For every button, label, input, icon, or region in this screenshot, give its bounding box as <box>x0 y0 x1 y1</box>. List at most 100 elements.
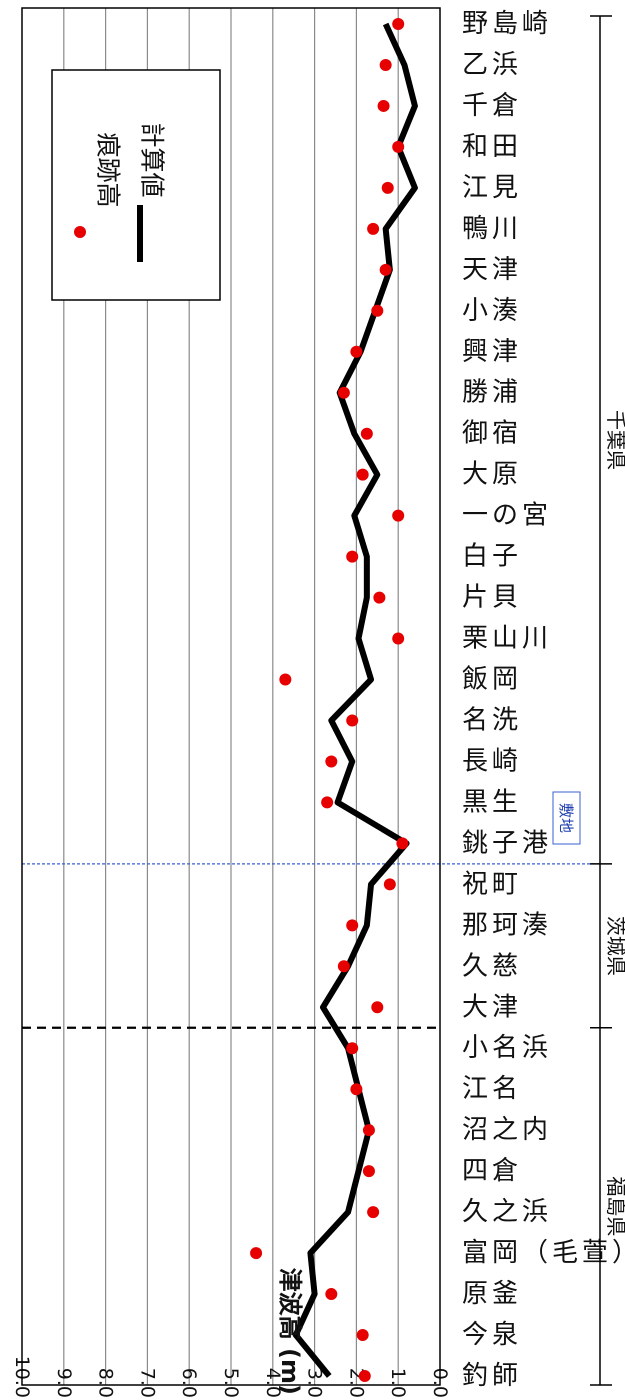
category-glyph: 内 <box>522 1115 548 1145</box>
legend: 痕跡高 計算値 <box>51 69 221 301</box>
category-label: 乙浜 <box>462 50 518 80</box>
category-glyph: 崎 <box>492 746 518 776</box>
category-glyph: 天 <box>462 255 488 285</box>
category-label: 勝浦 <box>462 378 518 408</box>
trace-point <box>279 673 292 686</box>
prefecture-text: 千葉県 <box>604 410 625 470</box>
trace-point <box>337 386 350 399</box>
boundary-lines <box>22 15 612 1386</box>
category-label: 大津 <box>462 992 518 1022</box>
category-glyph: 崎 <box>522 9 548 39</box>
category-label: 白子 <box>462 542 518 572</box>
category-label: 名洗 <box>462 705 518 735</box>
category-glyph: （ <box>522 1238 548 1268</box>
y-tick: 8.0 <box>95 1368 117 1398</box>
category-glyph: 慈 <box>492 951 518 981</box>
category-label: 江見 <box>462 173 518 203</box>
category-glyph: 生 <box>492 787 518 817</box>
y-tick: 7.0 <box>136 1368 158 1398</box>
trace-point <box>392 509 405 522</box>
category-label: 一の宮 <box>462 501 548 531</box>
category-glyph: 大 <box>462 992 488 1022</box>
category-glyph: 釜 <box>492 1279 518 1309</box>
category-label: 片貝 <box>462 583 518 613</box>
category-glyph: 釣 <box>462 1361 488 1391</box>
legend-label-calc: 計算値 <box>138 122 167 197</box>
category-glyph: 津 <box>492 337 518 367</box>
trace-point <box>325 755 338 768</box>
y-tick: 1.0 <box>387 1368 409 1398</box>
category-label: 鴨川 <box>462 214 518 244</box>
category-glyph: 富 <box>462 1238 488 1268</box>
category-glyph: 湊 <box>492 296 518 326</box>
site-annotation-box <box>552 791 581 845</box>
category-label: 江名 <box>462 1074 518 1104</box>
y-tick-label: 5.0 <box>220 1368 242 1398</box>
category-glyph: 名 <box>492 1074 518 1104</box>
y-tick: 6.0 <box>178 1368 200 1398</box>
category-label: 天津 <box>462 255 518 285</box>
category-label: 御宿 <box>462 419 518 449</box>
category-glyph: 江 <box>462 173 488 203</box>
category-glyph: 浜 <box>522 1197 548 1227</box>
legend-marker-swatch <box>74 226 86 238</box>
y-tick: 3.0 <box>304 1368 326 1398</box>
trace-point <box>346 919 359 932</box>
category-glyph: 四 <box>462 1156 488 1186</box>
category-label: 釣師 <box>462 1361 518 1391</box>
category-glyph: 貝 <box>492 583 518 613</box>
category-glyph: 久 <box>462 1197 488 1227</box>
category-glyph: 津 <box>492 255 518 285</box>
category-labels: 釣師今泉原釜富岡（毛萱）久之浜四倉沼之内江名小名浜大津久慈那珂湊祝町銚子港黒生長… <box>462 9 625 1391</box>
category-glyph: 浜 <box>522 1033 548 1063</box>
trace-point <box>350 345 363 358</box>
category-glyph: 師 <box>492 1361 518 1391</box>
category-glyph: 之 <box>492 1115 518 1145</box>
category-glyph: 宮 <box>522 501 548 531</box>
category-glyph: の <box>492 501 518 531</box>
y-axis-title: 津波高 (m) <box>276 1268 304 1395</box>
site-annotation-label: 敷地 <box>557 803 575 833</box>
category-label: 沼之内 <box>462 1115 548 1145</box>
category-glyph: 鴨 <box>462 214 488 244</box>
trace-point <box>371 304 384 317</box>
category-glyph: 毛 <box>552 1238 578 1268</box>
category-label: 富岡（毛萱） <box>462 1238 625 1268</box>
prefecture-text: 福島県 <box>604 1176 625 1236</box>
calculated-series-line <box>292 22 418 1378</box>
y-tick-label: 6.0 <box>178 1368 200 1398</box>
category-label: 那珂湊 <box>462 910 548 940</box>
y-tick-label: 7.0 <box>136 1368 158 1398</box>
category-glyph: 片 <box>462 583 488 613</box>
trace-point <box>379 58 392 71</box>
trace-point <box>379 263 392 276</box>
category-glyph: 勝 <box>462 378 488 408</box>
category-label: 久慈 <box>462 951 518 981</box>
category-glyph: ） <box>612 1238 625 1268</box>
category-label: 久之浜 <box>462 1197 548 1227</box>
prefecture-label: 千葉県 <box>604 410 625 470</box>
trace-point <box>346 550 359 563</box>
trace-point <box>356 1329 369 1342</box>
trace-point <box>362 1165 375 1178</box>
category-glyph: 浜 <box>492 50 518 80</box>
category-glyph: 銚 <box>462 828 488 858</box>
category-label: 黒生 <box>462 787 518 817</box>
category-glyph: 御 <box>462 419 488 449</box>
prefecture-label: 茨城県 <box>604 916 625 976</box>
category-label: 祝町 <box>462 869 518 899</box>
trace-point <box>362 1124 375 1137</box>
trace-point <box>396 837 409 850</box>
y-tick-label: 3.0 <box>304 1368 326 1398</box>
category-label: 興津 <box>462 337 518 367</box>
category-glyph: 萱 <box>582 1238 608 1268</box>
category-glyph: 乙 <box>462 50 488 80</box>
category-glyph: 田 <box>492 132 518 162</box>
category-label: 和田 <box>462 132 518 162</box>
trace-point <box>250 1247 263 1260</box>
trace-point <box>383 878 396 891</box>
trace-point <box>392 632 405 645</box>
category-glyph: 栗 <box>462 624 488 654</box>
prefecture-text: 茨城県 <box>604 916 625 976</box>
